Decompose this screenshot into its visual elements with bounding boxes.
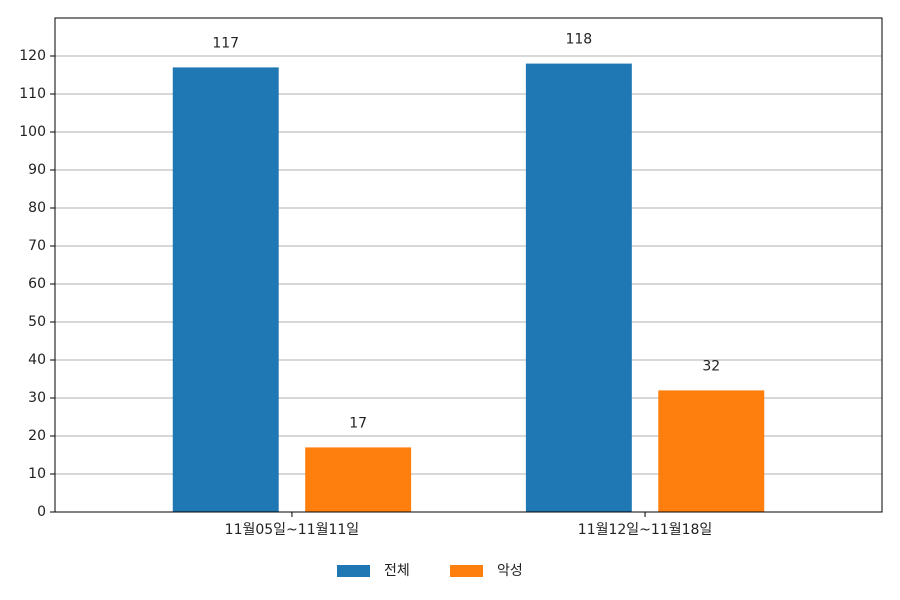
legend-label: 악성 [497, 563, 523, 579]
legend-label: 전체 [384, 563, 410, 579]
y-tick-label: 90 [28, 162, 46, 178]
y-tick-label: 70 [28, 238, 46, 254]
bar [525, 63, 632, 512]
y-tick-label: 40 [28, 352, 46, 368]
bar [305, 447, 412, 512]
legend-swatch [450, 565, 483, 577]
y-tick-label: 60 [28, 276, 46, 292]
y-tick-label: 20 [28, 428, 46, 444]
x-tick-label: 11월12일~11월18일 [578, 522, 713, 538]
value-label: 118 [565, 32, 592, 48]
y-tick-label: 80 [28, 200, 46, 216]
y-tick-label: 50 [28, 314, 46, 330]
value-label: 17 [349, 415, 367, 431]
plot-frame [54, 17, 883, 513]
y-tick-label: 120 [19, 48, 46, 64]
value-label: 117 [212, 35, 239, 51]
value-label: 32 [702, 358, 720, 374]
y-tick-label: 30 [28, 390, 46, 406]
x-tick-label: 11월05일~11월11일 [225, 522, 360, 538]
bar [658, 390, 765, 512]
y-tick-label: 0 [37, 504, 46, 520]
y-tick-label: 110 [19, 86, 46, 102]
y-tick-label: 100 [19, 124, 46, 140]
legend-swatch [337, 565, 370, 577]
y-tick-label: 10 [28, 466, 46, 482]
bar [172, 67, 279, 513]
